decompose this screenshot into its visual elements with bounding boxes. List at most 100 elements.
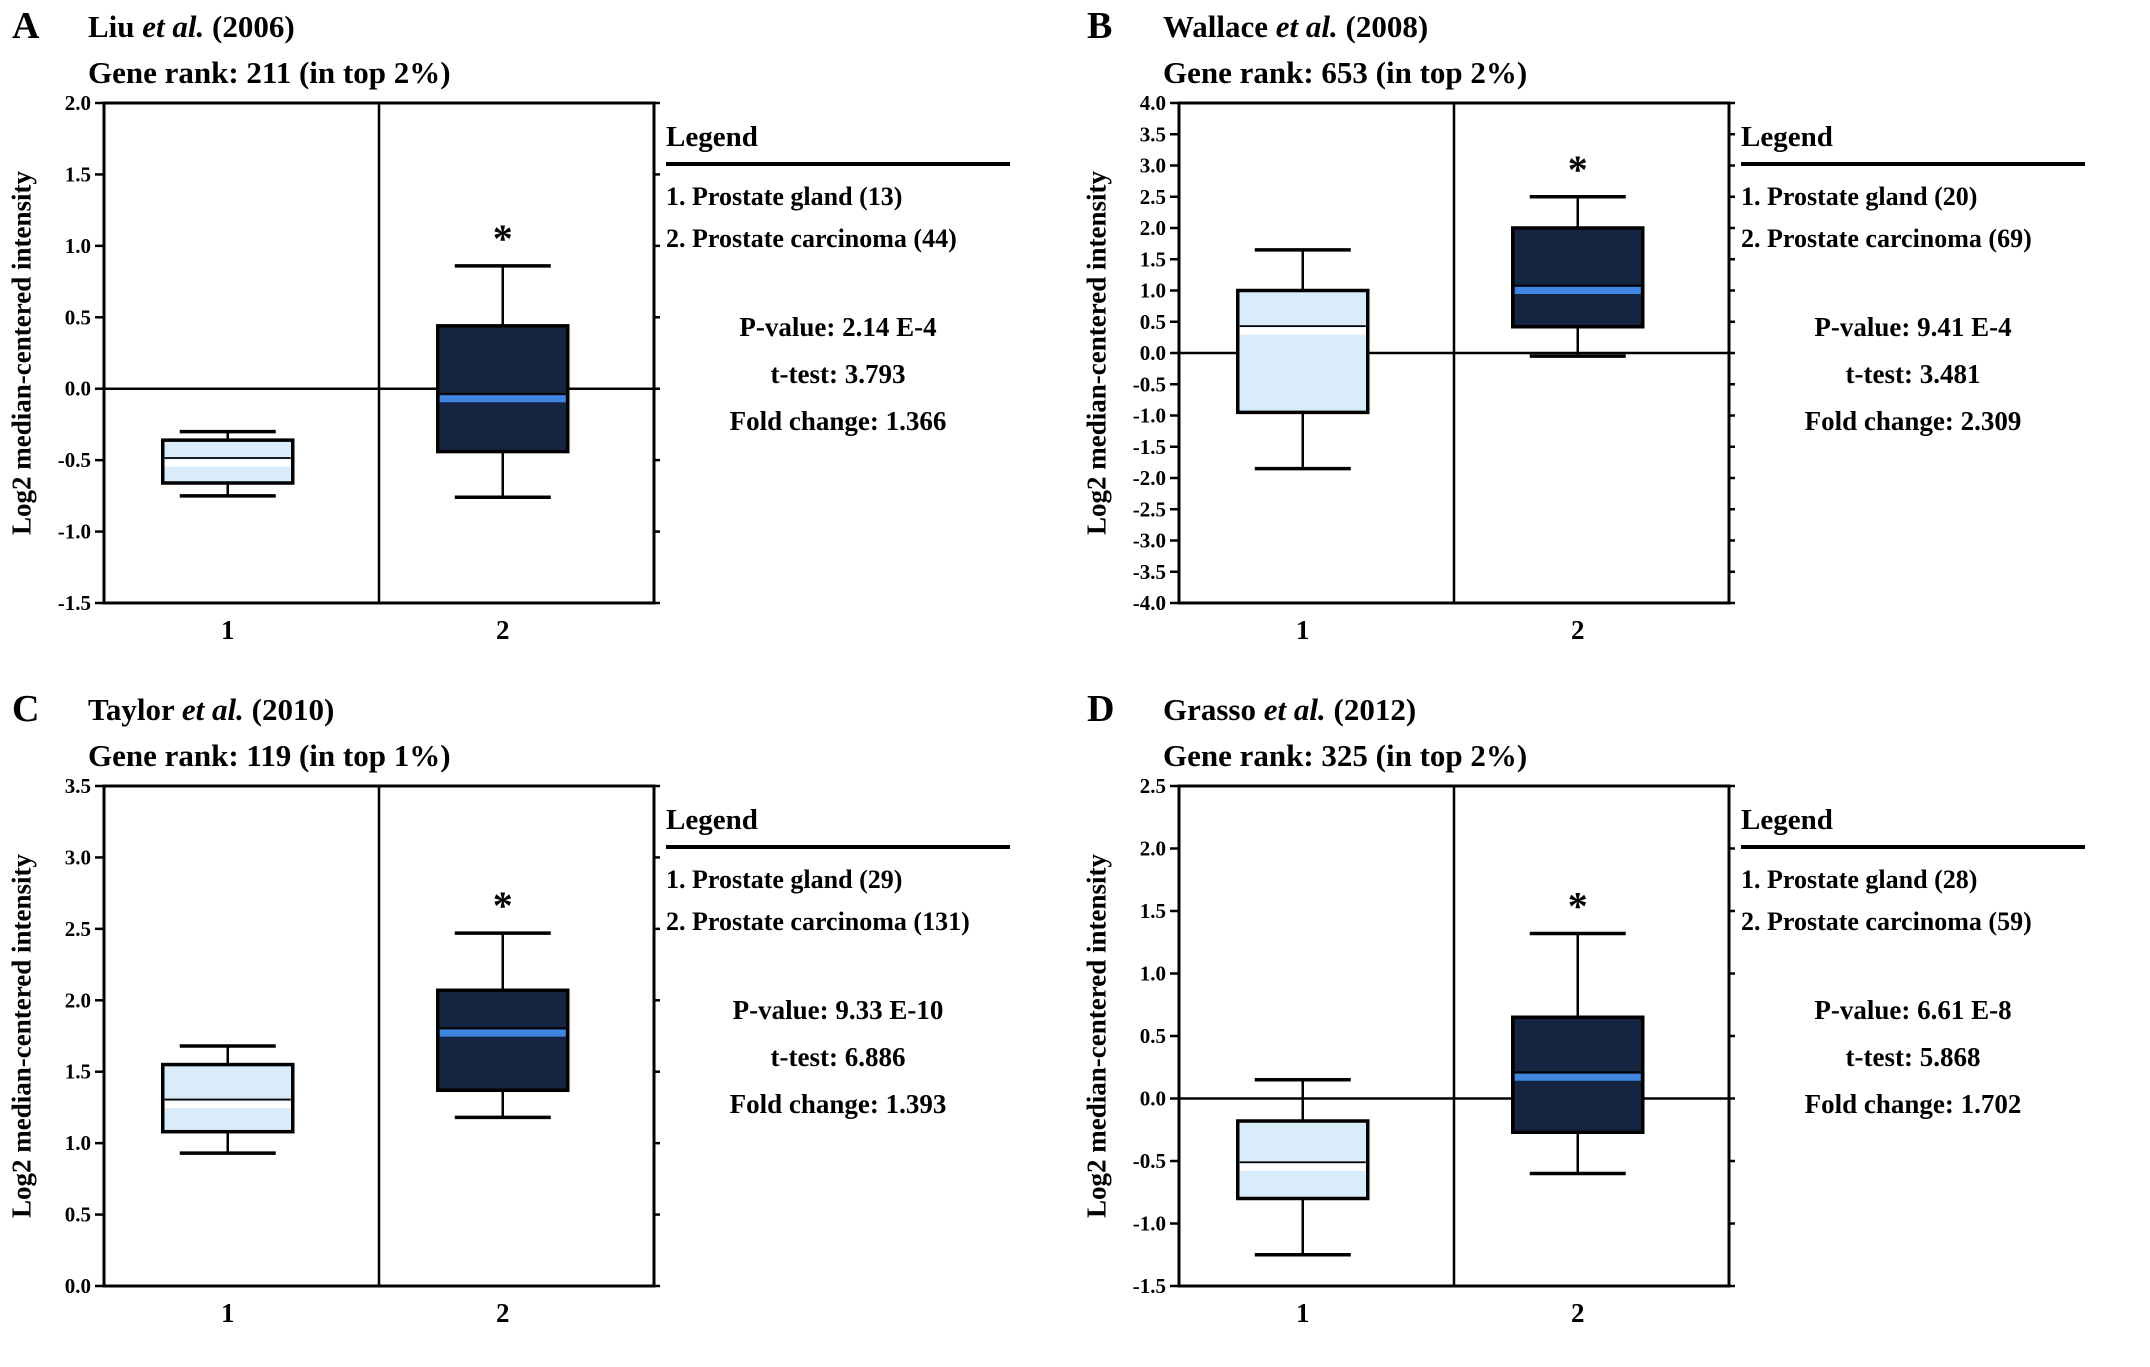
svg-text:0.5: 0.5: [1140, 310, 1166, 334]
fold-change: Fold change: 1.393: [729, 1088, 947, 1119]
svg-text:-2.0: -2.0: [1133, 466, 1166, 490]
title-etal: et al.: [142, 9, 205, 44]
svg-text:-1.0: -1.0: [1133, 1211, 1166, 1235]
svg-text:0.5: 0.5: [1140, 1024, 1166, 1048]
svg-text:2: 2: [1571, 1298, 1585, 1328]
title-year: (2006): [212, 9, 295, 44]
panel-body: Log2 median-centered intensity 0.0 0.5 1.0…: [0, 776, 1075, 1336]
boxplot-chart-d: -1.5 -1.0 -0.5 0.0 0.5 1.0 1.5 2.0 2.5 1 * 2: [1133, 776, 1735, 1328]
legend-item-gland: 1. Prostate gland (28): [1741, 864, 1978, 894]
panel-title: Wallace et al. (2008): [1163, 8, 2150, 47]
legend-heading: Legend: [666, 804, 1010, 849]
svg-text:0.0: 0.0: [1140, 1086, 1166, 1110]
svg-text:0.0: 0.0: [1140, 341, 1166, 365]
svg-text:0.0: 0.0: [65, 1274, 91, 1298]
svg-text:3.5: 3.5: [1140, 122, 1166, 146]
svg-text:*: *: [1568, 883, 1588, 928]
svg-text:2: 2: [1571, 615, 1585, 645]
panel-title: Grasso et al. (2012): [1163, 691, 2150, 730]
legend-item-carcinoma: 2. Prostate carcinoma (69): [1741, 223, 2032, 253]
y-axis-label: Log2 median-centered intensity: [1081, 170, 1112, 535]
title-author: Wallace: [1163, 9, 1269, 44]
panel-letter-b: B: [1087, 5, 1113, 47]
gene-rank-subtitle: Gene rank: 119 (in top 1%): [88, 737, 451, 773]
gene-rank-subtitle: Gene rank: 653 (in top 2%): [1163, 54, 1528, 90]
title-author: Taylor: [88, 692, 175, 727]
svg-text:1.0: 1.0: [65, 1131, 91, 1155]
title-etal: et al.: [181, 692, 244, 727]
y-axis-label: Log2 median-centered intensity: [6, 853, 37, 1218]
y-axis-label: Log2 median-centered intensity: [1081, 853, 1112, 1218]
svg-text:1.5: 1.5: [1140, 247, 1166, 271]
svg-text:1.0: 1.0: [1140, 278, 1166, 302]
panel-letter-a: A: [12, 5, 40, 47]
panel-body: Log2 median-centered intensity -4.0 -3.5 -…: [1075, 93, 2150, 653]
svg-text:-1.5: -1.5: [1133, 1274, 1166, 1298]
legend-stats: P-value: 6.61 E-8 t-test: 5.868 Fold cha…: [1741, 995, 2085, 1120]
panel-c: C Taylor et al. (2010) Gene rank: 119 (i…: [0, 683, 1075, 1367]
panel-b: B Wallace et al. (2008) Gene rank: 653 (…: [1075, 0, 2150, 683]
legend-item-gland: 1. Prostate gland (20): [1741, 181, 1978, 211]
svg-text:3.0: 3.0: [65, 845, 91, 869]
title-year: (2008): [1345, 9, 1429, 44]
legend: Legend 1. Prostate gland (28) 2. Prostat…: [1741, 776, 2101, 1136]
legend-heading: Legend: [1741, 121, 2085, 166]
svg-text:3.0: 3.0: [1140, 153, 1166, 177]
svg-text:2.0: 2.0: [1140, 836, 1166, 860]
title-etal: et al.: [1263, 692, 1326, 727]
boxplot-chart-c: 0.0 0.5 1.0 1.5 2.0 2.5 3.0 3.5 1 * 2: [65, 776, 660, 1328]
gene-rank-subtitle: Gene rank: 325 (in top 2%): [1163, 737, 1528, 773]
svg-text:-2.5: -2.5: [1133, 497, 1166, 521]
panel-body: Log2 median-centered intensity -1.5 -1.0-…: [0, 93, 1075, 653]
svg-text:4.0: 4.0: [1140, 93, 1166, 115]
legend: Legend 1. Prostate gland (20) 2. Prostat…: [1741, 93, 2101, 453]
t-test: t-test: 5.868: [1845, 1041, 1981, 1072]
svg-text:1.5: 1.5: [1140, 899, 1166, 923]
svg-text:1: 1: [1296, 1298, 1310, 1328]
t-test: t-test: 3.793: [770, 358, 906, 389]
p-value: P-value: 9.41 E-4: [1814, 311, 2012, 342]
svg-text:2.5: 2.5: [1140, 185, 1166, 209]
legend-item-gland: 1. Prostate gland (13): [666, 181, 903, 211]
svg-text:-0.5: -0.5: [1133, 372, 1166, 396]
panel-letter-d: D: [1087, 688, 1115, 730]
svg-text:0.0: 0.0: [65, 376, 91, 400]
legend-item-carcinoma: 2. Prostate carcinoma (131): [666, 906, 970, 936]
svg-text:-4.0: -4.0: [1133, 591, 1166, 615]
title-year: (2010): [251, 692, 335, 727]
svg-text:1.5: 1.5: [65, 162, 91, 186]
svg-text:2: 2: [496, 1298, 510, 1328]
panel-body: Log2 median-centered intensity -1.5 -1.0-…: [1075, 776, 2150, 1336]
svg-text:1.0: 1.0: [1140, 961, 1166, 985]
legend-item-carcinoma: 2. Prostate carcinoma (44): [666, 223, 957, 253]
svg-text:2.0: 2.0: [65, 988, 91, 1012]
svg-text:-0.5: -0.5: [58, 448, 91, 472]
legend: Legend 1. Prostate gland (29) 2. Prostat…: [666, 776, 1026, 1136]
panel-header: Grasso et al. (2012) Gene rank: 325 (in …: [1075, 683, 2150, 774]
panel-letter-c: C: [12, 688, 40, 730]
p-value: P-value: 6.61 E-8: [1814, 994, 2012, 1025]
panel-title: Liu et al. (2006): [88, 8, 1075, 47]
p-value: P-value: 2.14 E-4: [739, 311, 937, 342]
legend-item-carcinoma: 2. Prostate carcinoma (59): [1741, 906, 2032, 936]
panel-header: Taylor et al. (2010) Gene rank: 119 (in …: [0, 683, 1075, 774]
legend: Legend 1. Prostate gland (13) 2. Prostat…: [666, 93, 1026, 453]
svg-text:-1.0: -1.0: [1133, 403, 1166, 427]
svg-text:0.5: 0.5: [65, 305, 91, 329]
svg-text:1: 1: [1296, 615, 1310, 645]
svg-text:*: *: [1568, 147, 1588, 192]
title-author: Liu: [88, 9, 135, 44]
t-test: t-test: 6.886: [770, 1041, 906, 1072]
svg-text:1: 1: [221, 1298, 235, 1328]
boxplot-chart-b: -4.0 -3.5 -3.0 -2.5 -2.0 -1.5 -1.0 -0.5 0.0 0.5 1.…: [1133, 93, 1735, 645]
svg-text:3.5: 3.5: [65, 776, 91, 798]
svg-text:-3.5: -3.5: [1133, 560, 1166, 584]
svg-text:*: *: [493, 883, 513, 928]
legend-heading: Legend: [666, 121, 1010, 166]
title-author: Grasso: [1163, 692, 1256, 727]
svg-text:-1.5: -1.5: [1133, 435, 1166, 459]
panel-title: Taylor et al. (2010): [88, 691, 1075, 730]
svg-text:1.5: 1.5: [65, 1059, 91, 1083]
svg-text:-1.5: -1.5: [58, 591, 91, 615]
svg-text:2.0: 2.0: [65, 93, 91, 115]
